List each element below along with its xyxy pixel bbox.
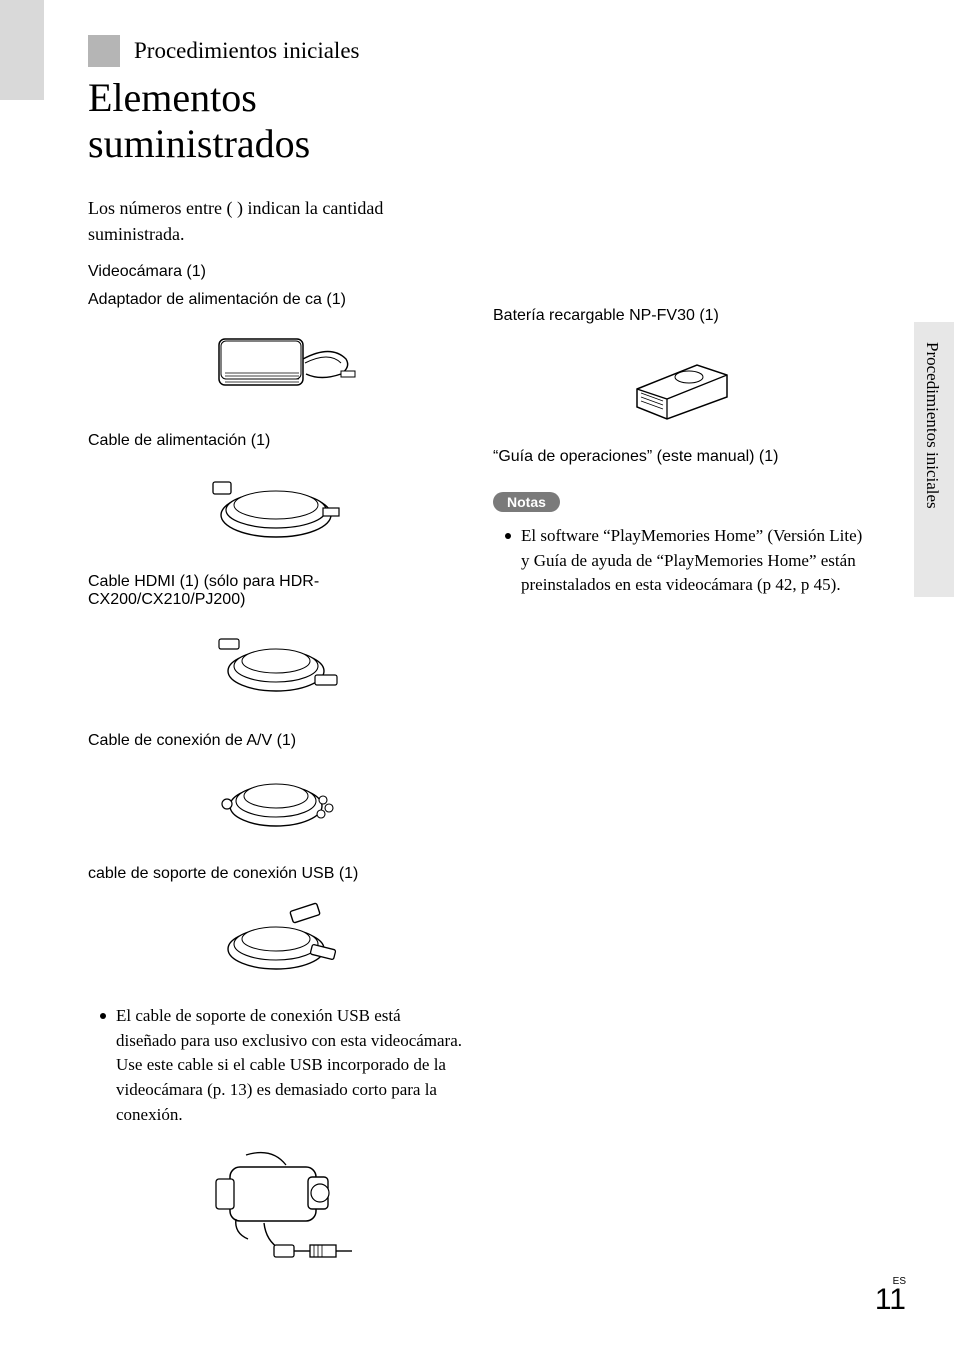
side-section-tab: Procedimientos iniciales [902,330,924,590]
powercable-illustration [88,460,463,555]
side-tab-label: Procedimientos iniciales [922,342,942,509]
hdmi-illustration [88,619,463,714]
usb-note-text: El cable de soporte de conexión USB está… [116,1004,463,1127]
notas-note: El software “PlayMemories Home” (Versión… [493,524,868,598]
section-marker-icon [88,35,120,67]
battery-illustration [493,335,868,430]
item-av: Cable de conexión de A/V (1) [88,732,463,750]
camcorder-usb-illustration [88,1141,463,1276]
usb-note: El cable de soporte de conexión USB está… [88,1004,463,1127]
item-battery: Batería recargable NP-FV30 (1) [493,307,868,325]
page-content: Procedimientos iniciales Elementos sumin… [88,35,868,1294]
left-vertical-bar [0,0,44,100]
page-number: 11 [875,1283,906,1316]
page-number-block: ES 11 [875,1276,906,1317]
item-videocamara: Videocámara (1) [88,263,463,281]
notas-badge: Notas [493,492,560,512]
item-adapter: Adaptador de alimentación de ca (1) [88,291,463,309]
bullet-icon [505,533,511,539]
notas-text: El software “PlayMemories Home” (Versión… [521,524,868,598]
av-illustration [88,760,463,847]
item-guide: “Guía de operaciones” (este manual) (1) [493,448,868,466]
usb-illustration [88,893,463,986]
section-label: Procedimientos iniciales [134,38,359,64]
adapter-illustration [88,319,463,414]
right-col-spacer [493,195,868,301]
page-title: Elementos suministrados [88,75,868,167]
section-header: Procedimientos iniciales [88,35,868,67]
left-column: Los números entre ( ) indican la cantida… [88,195,463,1294]
title-line-1: Elementos [88,75,257,120]
title-line-2: suministrados [88,121,310,166]
item-usb: cable de soporte de conexión USB (1) [88,865,463,883]
item-hdmi: Cable HDMI (1) (sólo para HDR-CX200/CX21… [88,573,463,609]
item-powercable: Cable de alimentación (1) [88,432,463,450]
intro-text: Los números entre ( ) indican la cantida… [88,195,463,247]
two-column-layout: Los números entre ( ) indican la cantida… [88,195,868,1294]
bullet-icon [100,1013,106,1019]
right-column: Batería recargable NP-FV30 (1) “Guía de … [493,195,868,1294]
